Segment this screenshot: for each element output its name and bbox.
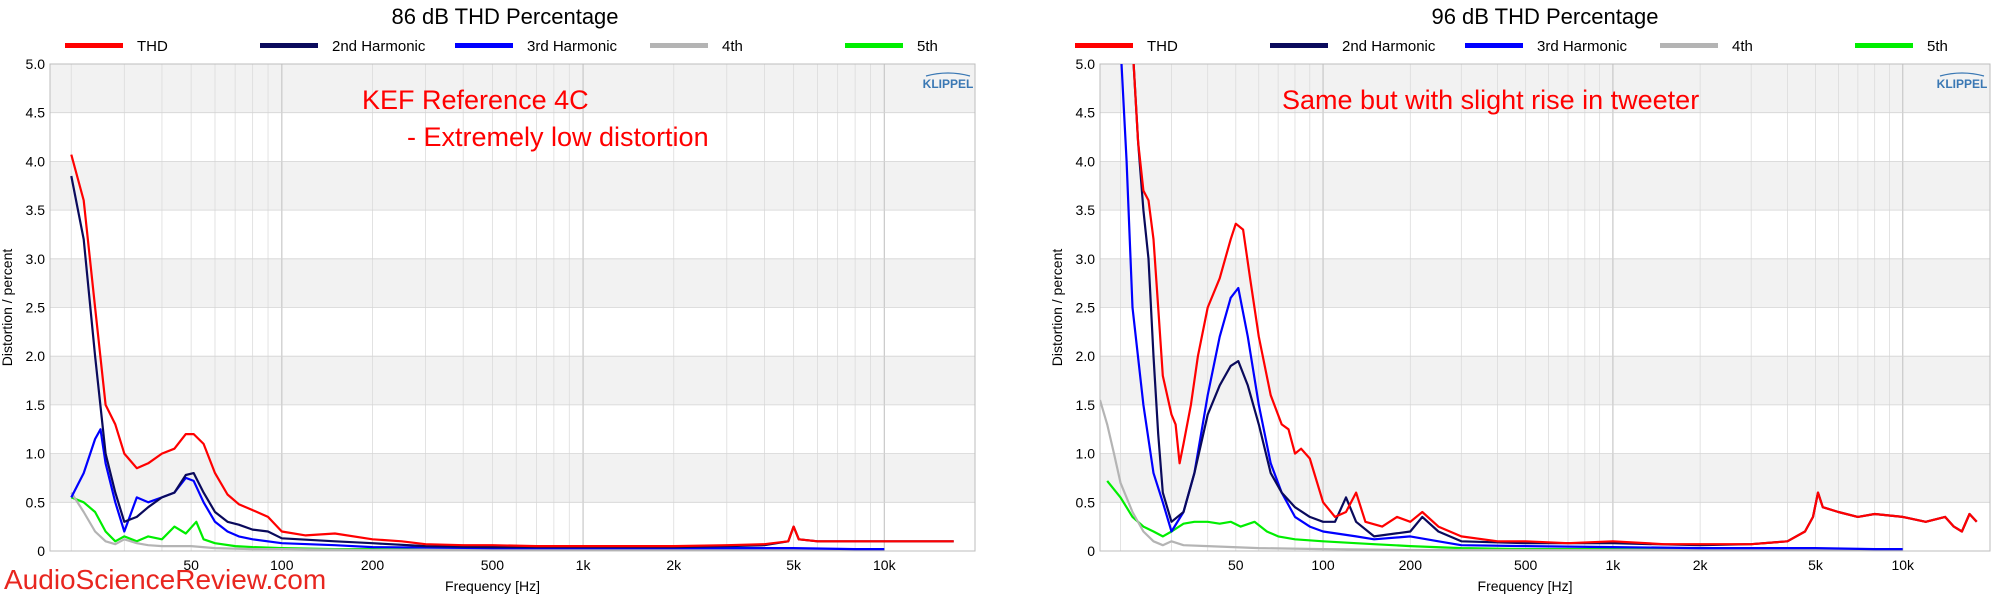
legend-label-5: 5th (1927, 38, 1948, 55)
y-tick-label: 0.5 (1076, 494, 1096, 510)
x-tick-label: 5k (1808, 557, 1824, 573)
x-tick-label: 10k (873, 557, 897, 573)
series-line-4th (70, 492, 885, 551)
x-tick-label: 10k (1891, 557, 1915, 573)
legend-swatch-4 (1660, 43, 1718, 48)
x-tick-label: 2k (666, 557, 682, 573)
legend-swatch-5 (845, 43, 903, 48)
grid-band (50, 161, 975, 211)
y-tick-label: 3.5 (26, 202, 46, 218)
y-tick-label: 0 (1087, 543, 1095, 559)
series-group (70, 154, 954, 551)
x-tick-label: 500 (481, 557, 505, 573)
y-axis-label: Distortion / percent (1049, 249, 1065, 367)
x-tick-label: 1k (1606, 557, 1622, 573)
y-tick-label: 0 (37, 543, 45, 559)
y-tick-label: 5.0 (26, 56, 46, 72)
y-tick-label: 5.0 (1076, 56, 1096, 72)
y-tick-label: 2.5 (26, 300, 46, 316)
legend-swatch-5 (1855, 43, 1913, 48)
x-tick-label: 500 (1514, 557, 1538, 573)
x-axis-label: Frequency [Hz] (445, 578, 540, 594)
y-tick-label: 2.0 (26, 348, 46, 364)
y-tick-label: 4.5 (1076, 105, 1096, 121)
series-line-5th (1106, 480, 1752, 551)
y-tick-label: 1.0 (26, 446, 46, 462)
legend-swatch-4 (650, 43, 708, 48)
y-tick-label: 2.0 (1076, 348, 1096, 364)
grid-band (50, 356, 975, 405)
x-tick-label: 1k (576, 557, 592, 573)
chart-title: 96 dB THD Percentage (1431, 4, 1658, 29)
legend-label-4: 4th (722, 38, 743, 55)
legend-label-1: THD (137, 38, 168, 55)
legend-label-5: 5th (917, 38, 938, 55)
y-tick-label: 0.5 (26, 494, 46, 510)
y-tick-label: 1.5 (26, 397, 46, 413)
y-axis-label: Distortion / percent (0, 249, 15, 367)
series-line-thd (1132, 64, 1978, 546)
legend-swatch-1 (1075, 43, 1133, 48)
klippel-logo-arc (925, 72, 971, 77)
x-tick-label: 5k (786, 557, 802, 573)
legend-label-3: 3rd Harmonic (1537, 38, 1628, 55)
legend-swatch-3 (455, 43, 513, 48)
legend-swatch-2 (1270, 43, 1328, 48)
chart-annotation: KEF Reference 4C (362, 85, 589, 115)
series-line-3rd-harmonic (1120, 64, 1903, 551)
chart-title: 86 dB THD Percentage (391, 4, 618, 29)
grid-band (50, 64, 975, 113)
y-tick-label: 4.5 (26, 105, 46, 121)
y-tick-label: 3.0 (1076, 251, 1096, 267)
x-tick-label: 100 (1311, 557, 1335, 573)
watermark: AudioScienceReview.com (4, 564, 326, 595)
y-tick-label: 4.0 (26, 153, 46, 169)
legend-label-2: 2nd Harmonic (1342, 38, 1436, 55)
legend-label-3: 3rd Harmonic (527, 38, 618, 55)
y-tick-label: 3.5 (1076, 202, 1096, 218)
y-tick-label: 4.0 (1076, 153, 1096, 169)
legend-label-4: 4th (1732, 38, 1753, 55)
y-tick-label: 1.0 (1076, 446, 1096, 462)
chart-panel-2: 96 dB THD Percentage THD 2nd Harmonic 3rd H… (1049, 4, 1991, 594)
legend-label-1: THD (1147, 38, 1178, 55)
grid-band (1100, 258, 1990, 308)
y-tick-label: 1.5 (1076, 397, 1096, 413)
y-tick-label: 2.5 (1076, 300, 1096, 316)
series-line-4th (1100, 399, 1903, 551)
klippel-logo: KLIPPEL (1937, 77, 1988, 91)
x-tick-label: 100 (270, 557, 294, 573)
x-tick-label: 50 (1228, 557, 1244, 573)
x-tick-label: 50 (183, 557, 199, 573)
legend-swatch-2 (260, 43, 318, 48)
chart-annotation: - Extremely low distortion (407, 122, 709, 152)
series-group (1100, 64, 1978, 551)
x-tick-label: 200 (1399, 557, 1423, 573)
klippel-logo-arc (1939, 72, 1985, 77)
x-tick-label: 2k (1693, 557, 1709, 573)
chart-annotation: Same but with slight rise in tweeter (1282, 85, 1699, 115)
y-tick-label: 3.0 (26, 251, 46, 267)
grid-band (1100, 356, 1990, 405)
legend-swatch-1 (65, 43, 123, 48)
grid-band (1100, 64, 1990, 113)
legend-label-2: 2nd Harmonic (332, 38, 426, 55)
grid-band (1100, 453, 1990, 503)
x-tick-label: 200 (361, 557, 385, 573)
grid-band (50, 258, 975, 308)
chart-panel-1: 86 dB THD Percentage THD 2nd Harmonic 3rd H… (0, 4, 976, 594)
series-line-thd (70, 154, 954, 548)
klippel-logo: KLIPPEL (923, 77, 974, 91)
x-axis-label: Frequency [Hz] (1478, 578, 1573, 594)
grid-band (1100, 161, 1990, 211)
legend-swatch-3 (1465, 43, 1523, 48)
